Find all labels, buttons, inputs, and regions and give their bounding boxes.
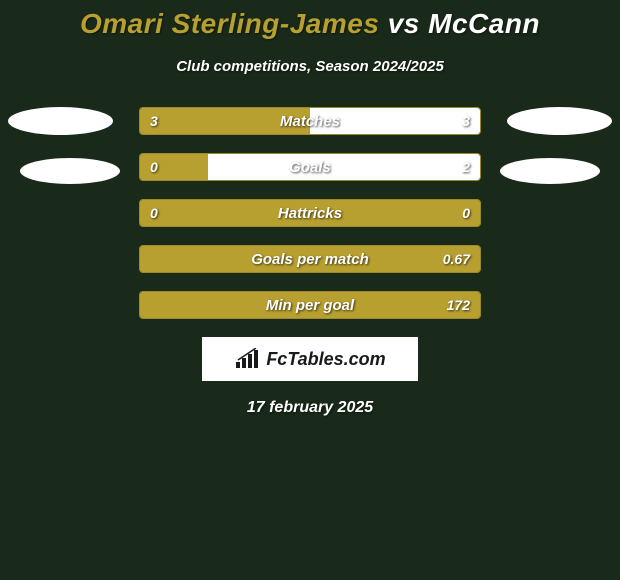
- logo-text: FcTables.com: [266, 349, 385, 370]
- stat-value-right: 172: [447, 292, 470, 318]
- stat-value-right: 0.67: [443, 246, 470, 272]
- stat-label: Hattricks: [140, 200, 480, 226]
- date-text: 17 february 2025: [0, 399, 620, 417]
- subtitle: Club competitions, Season 2024/2025: [0, 58, 620, 75]
- stat-label: Min per goal: [140, 292, 480, 318]
- player-left-name: Omari Sterling-James: [80, 8, 379, 39]
- stat-label: Matches: [140, 108, 480, 134]
- stat-row: 0Goals2: [139, 153, 481, 181]
- stat-row: Goals per match0.67: [139, 245, 481, 273]
- avatar-left-2: [20, 158, 120, 184]
- page-title: Omari Sterling-James vs McCann: [0, 8, 620, 40]
- avatar-right-2: [500, 158, 600, 184]
- stat-row: 0Hattricks0: [139, 199, 481, 227]
- logo-content: FcTables.com: [234, 348, 385, 370]
- stat-label: Goals per match: [140, 246, 480, 272]
- avatar-left-1: [8, 107, 113, 135]
- main-container: Omari Sterling-James vs McCann Club comp…: [0, 0, 620, 417]
- vs-text: vs: [388, 8, 420, 39]
- logo-box: FcTables.com: [202, 337, 418, 381]
- player-right-name: McCann: [428, 8, 540, 39]
- bars-container: 3Matches30Goals20Hattricks0Goals per mat…: [139, 107, 481, 319]
- avatar-right-1: [507, 107, 612, 135]
- stat-row: 3Matches3: [139, 107, 481, 135]
- chart-icon: [234, 348, 262, 370]
- stats-area: 3Matches30Goals20Hattricks0Goals per mat…: [0, 107, 620, 319]
- stat-label: Goals: [140, 154, 480, 180]
- stat-value-right: 3: [462, 108, 470, 134]
- stat-value-right: 2: [462, 154, 470, 180]
- stat-value-right: 0: [462, 200, 470, 226]
- stat-row: Min per goal172: [139, 291, 481, 319]
